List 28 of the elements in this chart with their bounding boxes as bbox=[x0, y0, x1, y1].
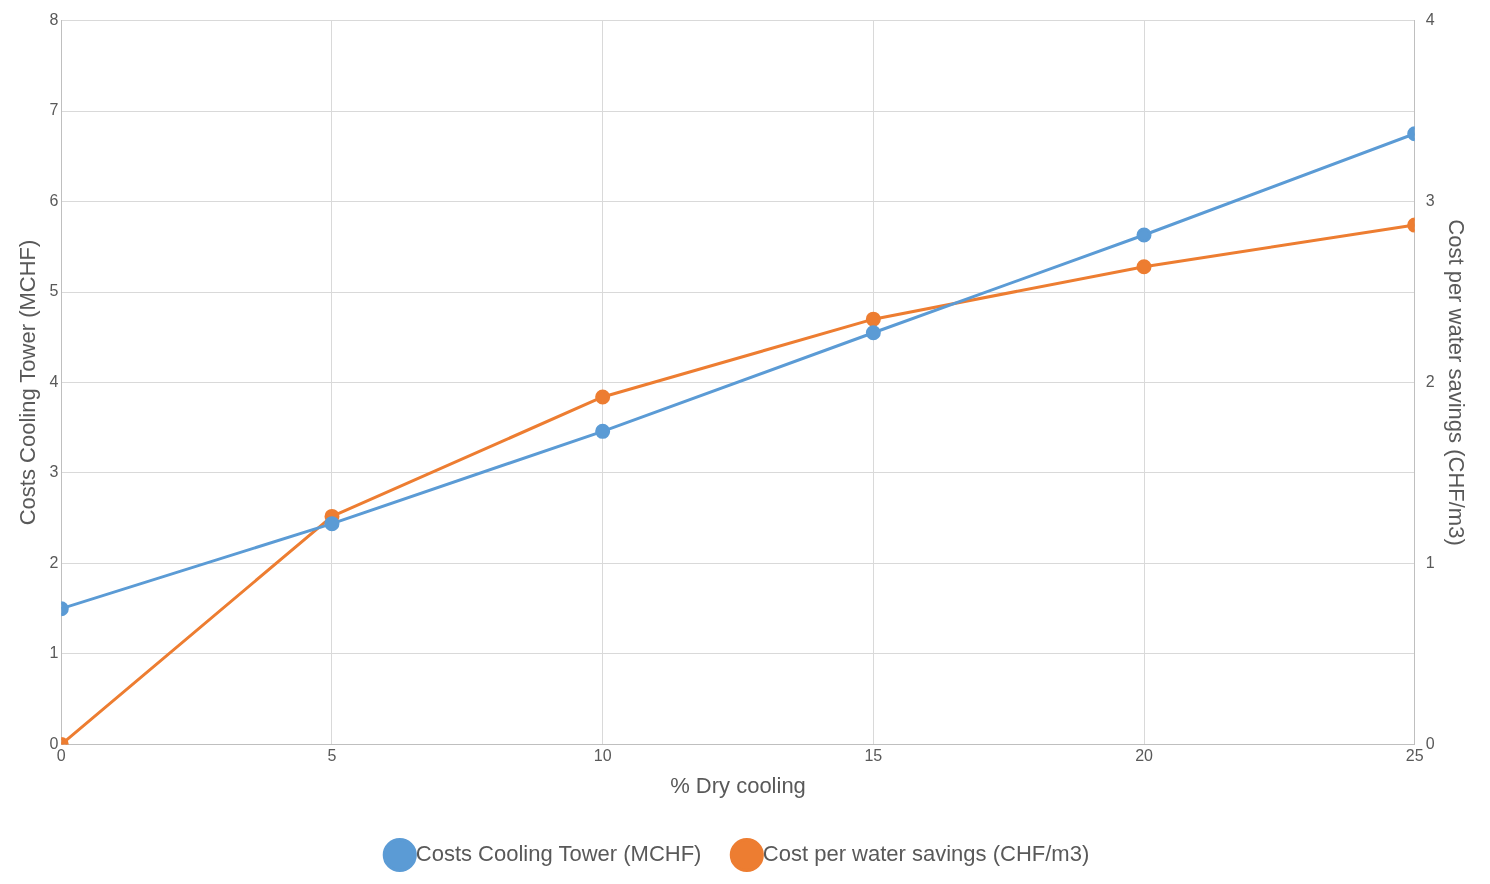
y2-tick-label: 1 bbox=[1425, 553, 1435, 571]
x-tick-label: 10 bbox=[593, 747, 612, 765]
y-tick-label: 1 bbox=[49, 644, 59, 662]
y2-tick-label: 4 bbox=[1425, 11, 1435, 29]
y-tick-label: 2 bbox=[49, 553, 59, 571]
x-tick-label: 25 bbox=[1405, 747, 1424, 765]
x-tick-label: 20 bbox=[1135, 747, 1154, 765]
y2-tick-label: 2 bbox=[1425, 372, 1435, 390]
y-tick-label: 3 bbox=[49, 463, 59, 481]
y2-axis-title: Cost per water savings (CHF/m3) bbox=[1443, 219, 1469, 546]
y-axis-title: Costs Cooling Tower (MCHF) bbox=[15, 239, 41, 526]
y-tick-label: 6 bbox=[49, 191, 59, 209]
point bbox=[595, 389, 611, 405]
legend-label: Cost per water savings (CHF/m3) bbox=[762, 841, 1090, 867]
y2-tick-label: 3 bbox=[1425, 191, 1435, 209]
y-tick-label: 4 bbox=[49, 372, 59, 390]
y-tick-label: 0 bbox=[49, 734, 59, 752]
legend-label: Costs Cooling Tower (MCHF) bbox=[415, 841, 702, 867]
point bbox=[865, 311, 881, 327]
y-tick-label: 8 bbox=[49, 11, 59, 29]
y2-tick-label: 0 bbox=[1425, 734, 1435, 752]
point bbox=[865, 325, 881, 341]
x-tick-label: 5 bbox=[327, 747, 337, 765]
y-tick-label: 7 bbox=[49, 101, 59, 119]
y-tick-label: 5 bbox=[49, 282, 59, 300]
point bbox=[595, 423, 611, 439]
x-axis-title: % Dry cooling bbox=[670, 772, 806, 798]
x-tick-label: 15 bbox=[864, 747, 883, 765]
